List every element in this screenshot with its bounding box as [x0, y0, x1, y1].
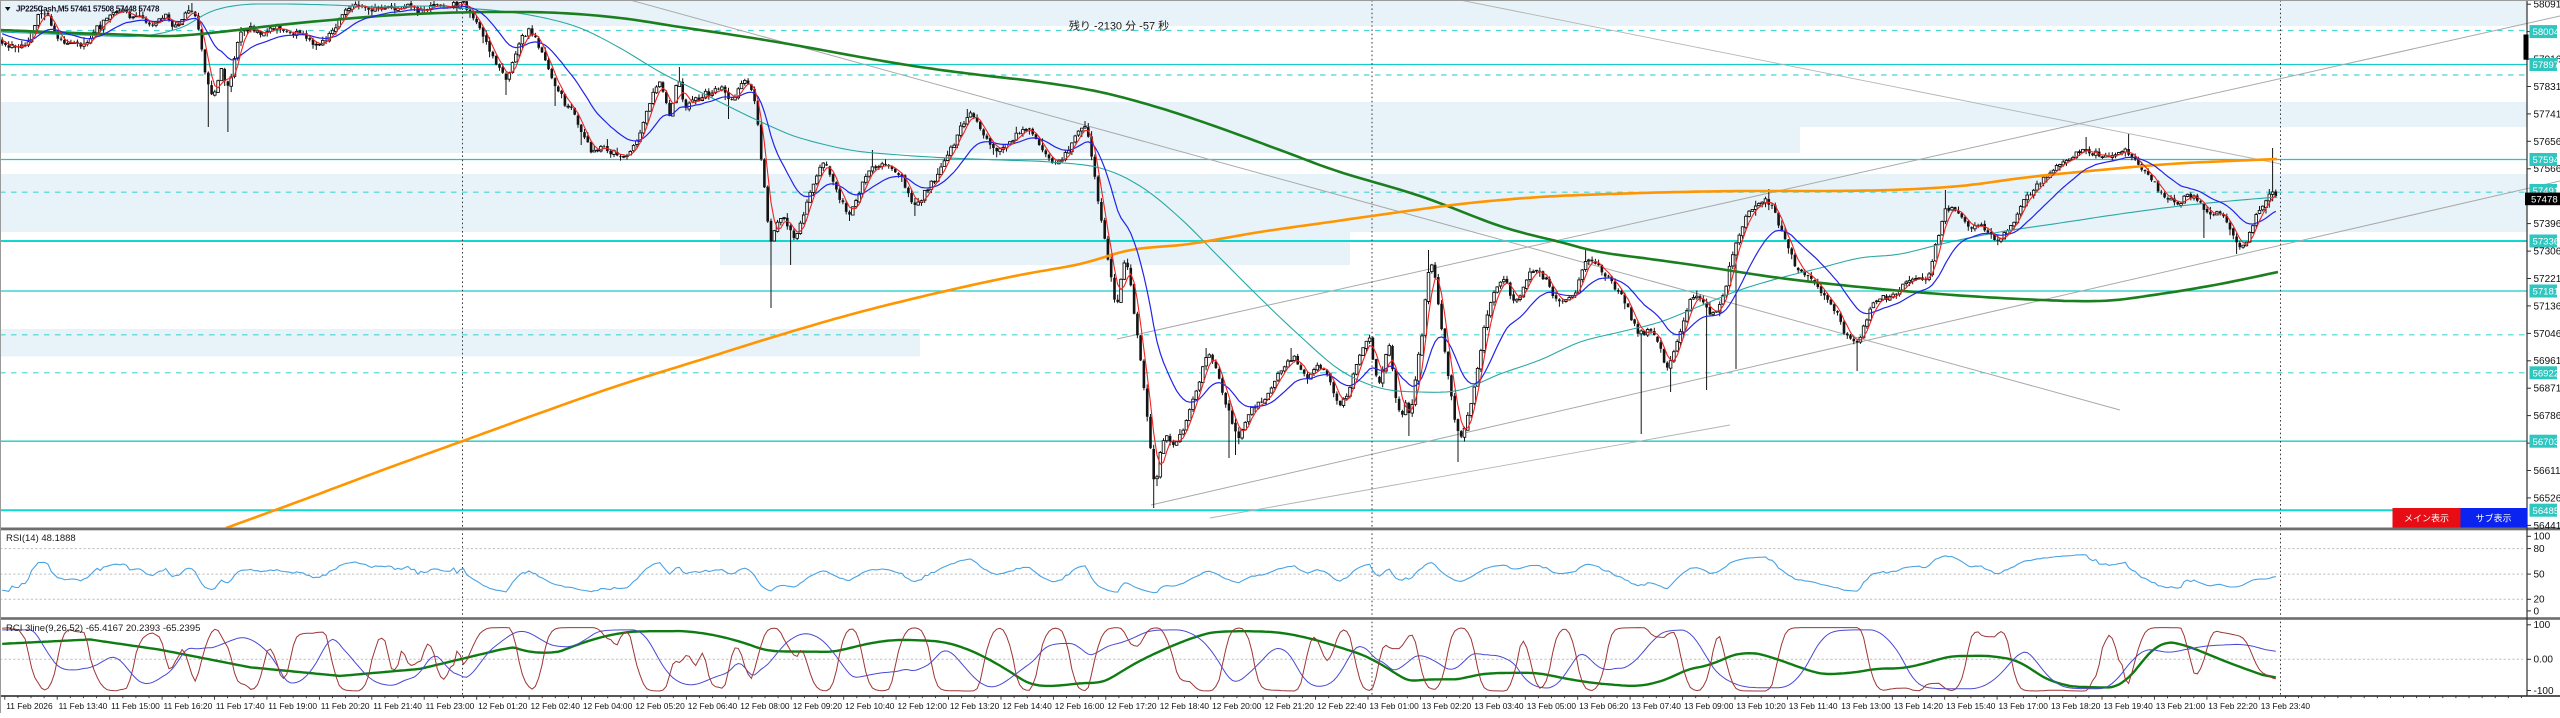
svg-text:13 Feb 22:20: 13 Feb 22:20: [2208, 701, 2258, 711]
svg-text:57831: 57831: [2534, 82, 2560, 93]
svg-text:56871: 56871: [2534, 384, 2560, 395]
svg-text:12 Feb 05:20: 12 Feb 05:20: [635, 701, 685, 711]
svg-text:13 Feb 02:20: 13 Feb 02:20: [1422, 701, 1472, 711]
svg-text:13 Feb 15:40: 13 Feb 15:40: [1946, 701, 1996, 711]
svg-text:13 Feb 05:00: 13 Feb 05:00: [1527, 701, 1577, 711]
svg-text:11 Feb 20:20: 11 Feb 20:20: [321, 701, 370, 711]
svg-text:56611: 56611: [2534, 466, 2560, 477]
svg-text:メイン表示: メイン表示: [2404, 513, 2449, 524]
svg-text:57046: 57046: [2534, 329, 2560, 340]
svg-text:11 Feb 23:00: 11 Feb 23:00: [426, 701, 475, 711]
svg-text:-100: -100: [2534, 686, 2554, 697]
svg-text:12 Feb 17:20: 12 Feb 17:20: [1107, 701, 1157, 711]
svg-text:12 Feb 22:40: 12 Feb 22:40: [1317, 701, 1367, 711]
svg-text:13 Feb 11:40: 13 Feb 11:40: [1789, 701, 1838, 711]
svg-text:57741: 57741: [2534, 109, 2560, 120]
svg-text:13 Feb 03:40: 13 Feb 03:40: [1474, 701, 1524, 711]
svg-text:57136: 57136: [2534, 301, 2560, 312]
svg-text:12 Feb 01:20: 12 Feb 01:20: [478, 701, 528, 711]
svg-text:12 Feb 16:00: 12 Feb 16:00: [1055, 701, 1105, 711]
svg-text:12 Feb 06:40: 12 Feb 06:40: [688, 701, 738, 711]
svg-text:11 Feb 19:00: 11 Feb 19:00: [268, 701, 317, 711]
svg-text:残り -2130 分 -57 秒: 残り -2130 分 -57 秒: [1069, 19, 1169, 33]
svg-text:13 Feb 07:40: 13 Feb 07:40: [1632, 701, 1682, 711]
svg-text:JP225Cash,M5 57461 57508 5744: JP225Cash,M5 57461 57508 57448 57478: [16, 5, 160, 14]
svg-text:80: 80: [2534, 544, 2546, 555]
svg-text:12 Feb 18:40: 12 Feb 18:40: [1160, 701, 1210, 711]
svg-text:57897: 57897: [2533, 60, 2560, 71]
svg-text:11 Feb 16:20: 11 Feb 16:20: [164, 701, 213, 711]
svg-text:57396: 57396: [2534, 219, 2560, 230]
svg-text:11 Feb 15:00: 11 Feb 15:00: [111, 701, 160, 711]
svg-text:13 Feb 09:00: 13 Feb 09:00: [1684, 701, 1734, 711]
svg-text:13 Feb 13:00: 13 Feb 13:00: [1841, 701, 1891, 711]
svg-text:56526: 56526: [2534, 493, 2560, 504]
svg-text:57478: 57478: [2531, 195, 2558, 206]
svg-text:100: 100: [2534, 532, 2551, 543]
svg-text:12 Feb 10:40: 12 Feb 10:40: [845, 701, 895, 711]
svg-text:56961: 56961: [2534, 356, 2560, 367]
svg-text:0.00: 0.00: [2534, 655, 2554, 666]
svg-text:56786: 56786: [2534, 411, 2560, 422]
svg-text:50: 50: [2534, 570, 2546, 581]
svg-text:57306: 57306: [2534, 247, 2560, 258]
svg-text:0: 0: [2534, 606, 2540, 617]
svg-text:100: 100: [2534, 620, 2551, 631]
svg-text:13 Feb 01:00: 13 Feb 01:00: [1369, 701, 1419, 711]
svg-text:11 Feb 13:40: 11 Feb 13:40: [59, 701, 108, 711]
svg-text:13 Feb 10:20: 13 Feb 10:20: [1736, 701, 1786, 711]
svg-text:サブ表示: サブ表示: [2475, 513, 2511, 524]
svg-text:11 Feb 17:40: 11 Feb 17:40: [216, 701, 265, 711]
svg-text:13 Feb 06:20: 13 Feb 06:20: [1579, 701, 1629, 711]
svg-text:13 Feb 18:20: 13 Feb 18:20: [2051, 701, 2101, 711]
svg-text:56703: 56703: [2533, 437, 2560, 448]
svg-text:58004: 58004: [2533, 27, 2560, 38]
svg-text:58091: 58091: [2534, 0, 2560, 11]
svg-text:13 Feb 14:20: 13 Feb 14:20: [1894, 701, 1944, 711]
svg-text:56922: 56922: [2533, 368, 2560, 379]
svg-text:20: 20: [2534, 595, 2546, 606]
svg-text:13 Feb 19:40: 13 Feb 19:40: [2103, 701, 2153, 711]
svg-text:12 Feb 21:20: 12 Feb 21:20: [1265, 701, 1315, 711]
svg-text:56485: 56485: [2533, 506, 2560, 517]
svg-text:56441: 56441: [2534, 521, 2560, 532]
svg-text:RCI 3line(9,26,52) -65.4167 20: RCI 3line(9,26,52) -65.4167 20.2393 -65.…: [6, 623, 200, 634]
svg-text:12 Feb 09:20: 12 Feb 09:20: [793, 701, 843, 711]
svg-text:12 Feb 13:20: 12 Feb 13:20: [950, 701, 1000, 711]
svg-text:57656: 57656: [2534, 137, 2560, 148]
svg-text:11 Feb 21:40: 11 Feb 21:40: [373, 701, 422, 711]
svg-text:12 Feb 08:00: 12 Feb 08:00: [740, 701, 790, 711]
svg-text:13 Feb 17:00: 13 Feb 17:00: [1999, 701, 2049, 711]
svg-text:57181: 57181: [2533, 287, 2560, 298]
svg-text:12 Feb 20:00: 12 Feb 20:00: [1212, 701, 1262, 711]
svg-text:13 Feb 23:40: 13 Feb 23:40: [2261, 701, 2311, 711]
svg-text:12 Feb 04:00: 12 Feb 04:00: [583, 701, 633, 711]
svg-text:12 Feb 14:40: 12 Feb 14:40: [1002, 701, 1052, 711]
svg-text:13 Feb 21:00: 13 Feb 21:00: [2156, 701, 2206, 711]
svg-text:12 Feb 02:40: 12 Feb 02:40: [531, 701, 581, 711]
svg-text:RSI(14) 48.1888: RSI(14) 48.1888: [6, 533, 76, 544]
svg-text:57221: 57221: [2534, 274, 2560, 285]
svg-text:57336: 57336: [2533, 237, 2560, 248]
svg-text:11 Feb 2026: 11 Feb 2026: [6, 701, 53, 711]
svg-text:57594: 57594: [2533, 155, 2560, 166]
svg-text:12 Feb 12:00: 12 Feb 12:00: [898, 701, 948, 711]
